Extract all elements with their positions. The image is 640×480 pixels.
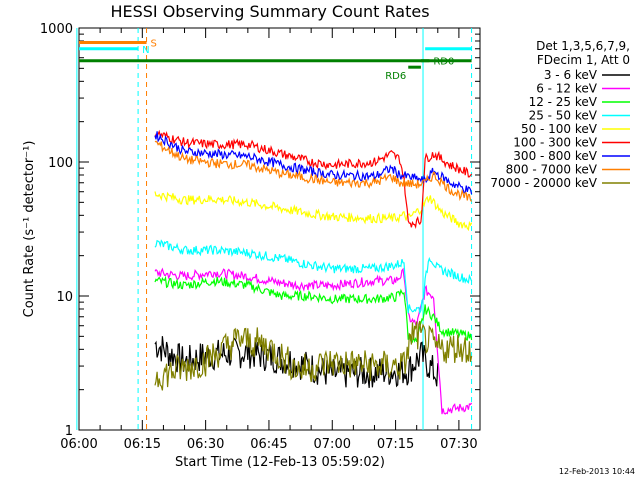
legend-entry-label: 50 - 100 keV <box>521 122 598 136</box>
series-line <box>154 336 439 388</box>
plot-frame <box>78 27 481 431</box>
y-tick-label: 10 <box>56 290 73 305</box>
x-tick-label: 07:00 <box>314 437 351 452</box>
series-line <box>154 320 473 391</box>
legend-entry-label: 7000 - 20000 keV <box>490 176 597 190</box>
x-tick-label: 07:30 <box>440 437 477 452</box>
legend-header-line1: Det 1,3,5,6,7,9, <box>536 39 630 53</box>
legend-entry-label: 300 - 800 keV <box>513 149 597 163</box>
legend-entry-label: 12 - 25 keV <box>529 95 598 109</box>
y-tick-label: 1 <box>65 424 73 439</box>
legend-entry-label: 6 - 12 keV <box>536 82 598 96</box>
legend-entry-label: 25 - 50 keV <box>529 109 598 123</box>
series-line <box>154 131 473 195</box>
series-line <box>154 129 473 229</box>
series-line <box>154 239 473 315</box>
legend-entry-label: 100 - 300 keV <box>513 136 597 150</box>
x-tick-label: 06:00 <box>60 437 97 452</box>
x-axis-label: Start Time (12-Feb-13 05:59:02) <box>175 455 385 470</box>
flag-label: RD6 <box>385 71 406 82</box>
timestamp: 12-Feb-2013 10:44 <box>559 467 635 476</box>
x-tick-label: 06:15 <box>124 437 161 452</box>
legend-header-line2: FDecim 1, Att 0 <box>537 53 630 67</box>
legend-entry-label: 800 - 7000 keV <box>506 163 598 177</box>
y-axis-label: Count Rate (s⁻¹ detector⁻¹) <box>22 141 37 318</box>
y-tick-label: 1000 <box>40 22 73 37</box>
legend: Det 1,3,5,6,7,9, FDecim 1, Att 0 3 - 6 k… <box>490 39 630 190</box>
series-line <box>154 191 473 232</box>
y-tick-label: 100 <box>48 156 73 171</box>
series-line <box>154 140 473 202</box>
x-tick-label: 06:30 <box>187 437 224 452</box>
x-tick-label: 07:15 <box>377 437 414 452</box>
flag-label: N <box>142 45 149 56</box>
x-tick-label: 06:45 <box>250 437 287 452</box>
legend-entry-label: 3 - 6 keV <box>544 68 598 82</box>
flag-label: S <box>151 38 157 49</box>
series-line <box>154 267 473 415</box>
chart-title: HESSI Observing Summary Count Rates <box>110 2 429 21</box>
